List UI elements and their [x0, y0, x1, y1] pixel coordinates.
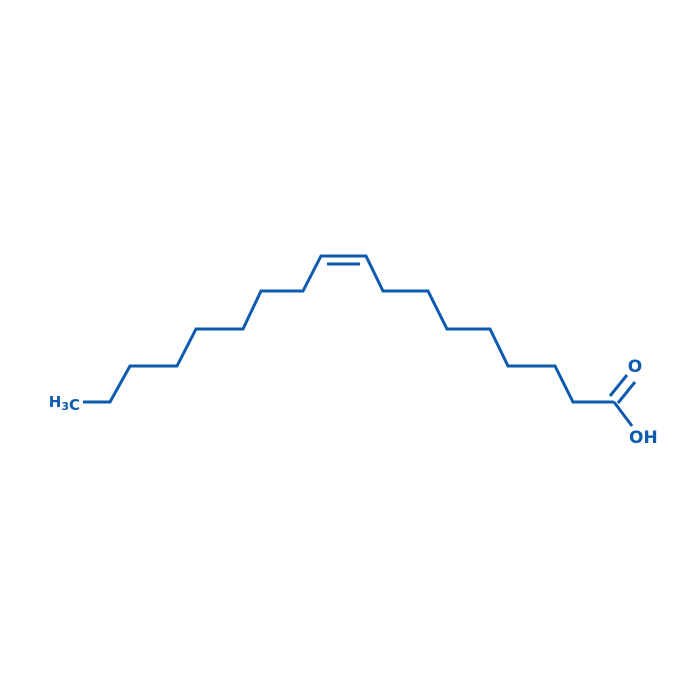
- hydroxyl-group-label: OH: [629, 428, 658, 448]
- methyl-group-label: H3C: [49, 393, 80, 414]
- carbonyl-oxygen-label: O: [628, 357, 642, 377]
- carbonyl-double-bond-line-1: [608, 374, 629, 397]
- carbonyl-double-bond-line-2: [616, 381, 637, 404]
- carbon-hydroxyl-bond: [612, 401, 634, 427]
- carbon-chain-bonds: [83, 254, 614, 404]
